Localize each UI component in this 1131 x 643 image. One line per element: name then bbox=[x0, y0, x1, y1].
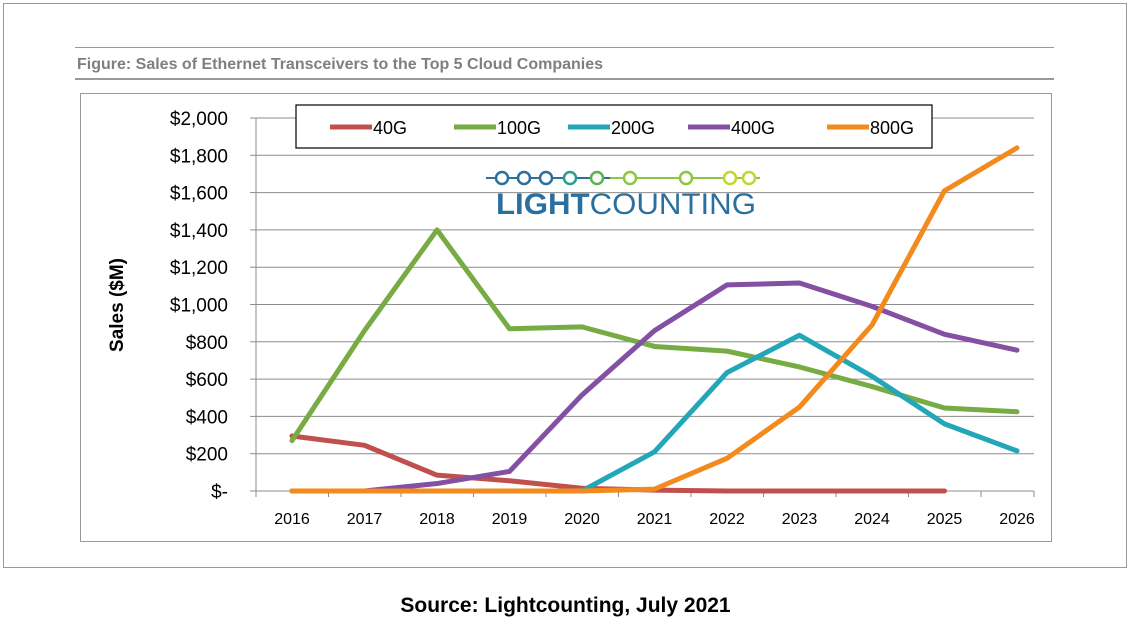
legend: 40G 100G 200G 400G 800G bbox=[295, 104, 933, 149]
series-line-400G bbox=[289, 280, 1020, 494]
x-tick-label: 2025 bbox=[927, 511, 963, 528]
y-tick-label: $1,200 bbox=[170, 258, 228, 279]
y-tick-label: $600 bbox=[186, 370, 228, 391]
y-tick-label: $200 bbox=[186, 445, 228, 466]
x-tick-label: 2016 bbox=[274, 511, 310, 528]
caption-rule-top bbox=[75, 47, 1054, 48]
logo-dots-icon bbox=[486, 170, 760, 186]
y-tick-label: $400 bbox=[186, 407, 228, 428]
x-tick-label: 2017 bbox=[347, 511, 383, 528]
x-tick-label: 2018 bbox=[419, 511, 455, 528]
legend-label-800G: 800G bbox=[870, 118, 914, 138]
logo-text-bold: LIGHT bbox=[496, 188, 590, 221]
y-tick-label: $800 bbox=[186, 333, 228, 354]
x-tick-label: 2022 bbox=[709, 511, 745, 528]
y-axis-label: Sales ($M) bbox=[107, 258, 128, 352]
x-tick-labels: 2016 2017 2018 2019 2020 2021 2022 2023 2024 2025… bbox=[274, 511, 1035, 528]
x-tick-label: 2020 bbox=[564, 511, 600, 528]
x-tick-label: 2023 bbox=[782, 511, 818, 528]
caption-rule-bottom bbox=[75, 78, 1054, 80]
y-tick-labels: $- $200 $400 $600 $800 $1,000 $1,200 $1,400 $1,6… bbox=[170, 109, 228, 503]
lightcounting-logo: LIGHT COUNTING bbox=[486, 170, 760, 221]
series-lines bbox=[289, 145, 1020, 494]
y-tick-label: $1,800 bbox=[170, 146, 228, 167]
figure-caption: Figure: Sales of Ethernet Transceivers t… bbox=[77, 56, 604, 73]
series-line-40G bbox=[289, 433, 947, 494]
x-tick-label: 2026 bbox=[999, 511, 1035, 528]
y-tick-label: $1,600 bbox=[170, 184, 228, 205]
source-note: Source: Lightcounting, July 2021 bbox=[400, 594, 731, 617]
y-tick-label: $- bbox=[211, 482, 228, 503]
legend-label-200G: 200G bbox=[611, 118, 655, 138]
x-tick-label: 2019 bbox=[492, 511, 528, 528]
y-tick-label: $2,000 bbox=[170, 109, 228, 130]
y-tick-label: $1,000 bbox=[170, 296, 228, 317]
legend-label-100G: 100G bbox=[497, 118, 541, 138]
series-line-200G bbox=[289, 332, 1020, 494]
chart-area bbox=[80, 93, 1052, 542]
x-tick-label: 2024 bbox=[854, 511, 890, 528]
y-tick-label: $1,400 bbox=[170, 221, 228, 242]
legend-label-400G: 400G bbox=[731, 118, 775, 138]
legend-label-40G: 40G bbox=[373, 118, 407, 138]
axes bbox=[250, 117, 1035, 497]
logo-text-rest: COUNTING bbox=[590, 188, 756, 221]
x-tick-label: 2021 bbox=[637, 511, 673, 528]
series-line-800G bbox=[289, 145, 1020, 494]
